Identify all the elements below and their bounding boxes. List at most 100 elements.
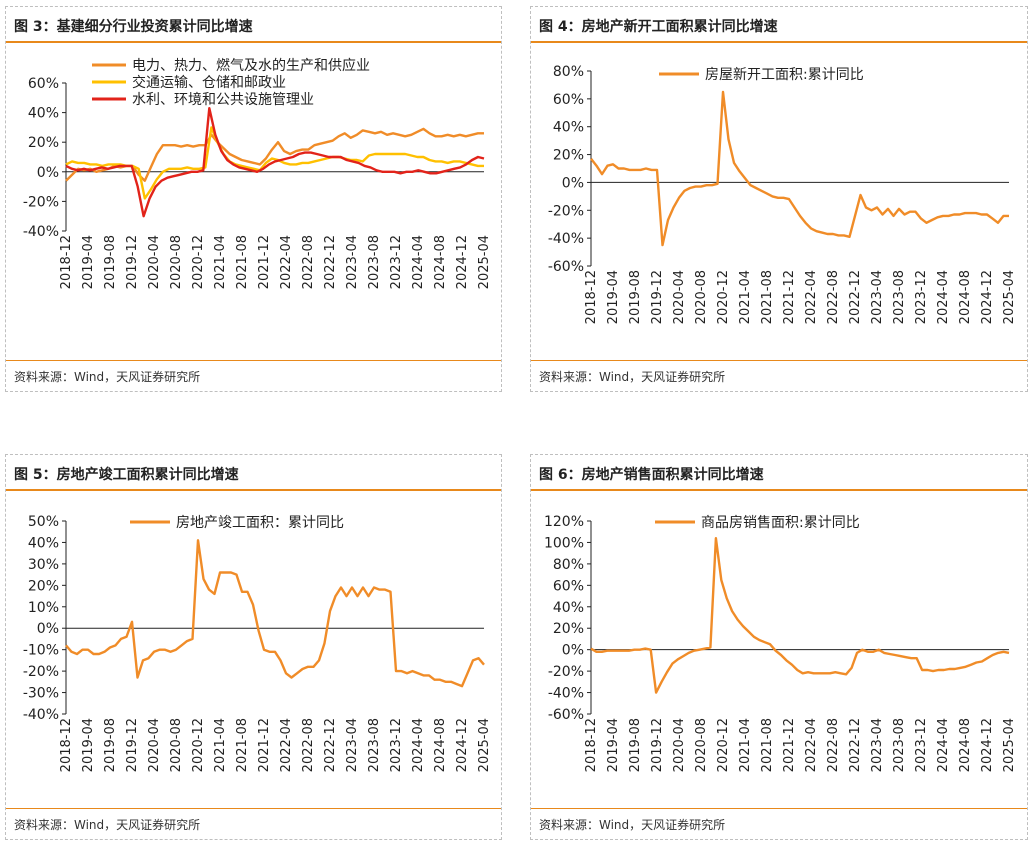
legend-label: 房地产竣工面积：累计同比 (176, 515, 344, 531)
x-tick-label: 2023-12 (389, 235, 404, 289)
y-tick-label: 30% (28, 557, 59, 573)
x-tick-label: 2023-08 (892, 270, 907, 324)
x-tick-label: 2024-08 (433, 235, 448, 289)
x-tick-label: 2019-12 (650, 270, 665, 324)
legend-label: 电力、热力、燃气及水的生产和供应业 (132, 57, 370, 74)
x-tick-label: 2019-08 (628, 270, 643, 324)
x-tick-label: 2022-04 (804, 718, 819, 772)
x-tick-label: 2021-12 (782, 270, 797, 324)
x-tick-label: 2022-04 (804, 270, 819, 324)
x-tick-label: 2019-04 (81, 718, 96, 772)
x-tick-label: 2024-08 (433, 718, 448, 772)
x-tick-label: 2018-12 (584, 718, 599, 772)
x-tick-label: 2025-04 (477, 718, 492, 772)
x-tick-label: 2025-04 (1002, 718, 1017, 772)
y-tick-label: 60% (553, 92, 584, 108)
x-tick-label: 2023-12 (914, 270, 929, 324)
x-tick-label: 2020-04 (672, 718, 687, 772)
x-tick-label: 2021-04 (738, 270, 753, 324)
x-tick-label: 2021-04 (738, 718, 753, 772)
panel-header: 图 4：房地产新开工面积累计同比增速 (531, 7, 1027, 43)
y-tick-label: 40% (553, 600, 584, 616)
legend-label: 房屋新开工面积:累计同比 (705, 67, 864, 83)
x-tick-label: 2024-12 (980, 718, 995, 772)
chart-title: 图 4：房地产新开工面积累计同比增速 (539, 19, 778, 35)
x-tick-label: 2023-04 (870, 270, 885, 324)
y-tick-label: 0% (37, 165, 59, 181)
x-tick-label: 2019-08 (103, 718, 118, 772)
y-tick-label: 20% (28, 135, 59, 151)
panel-footer: 资料来源：Wind，天风证券研究所 (6, 360, 501, 391)
x-tick-label: 2020-08 (694, 718, 709, 772)
x-tick-label: 2022-08 (301, 718, 316, 772)
x-tick-label: 2018-12 (584, 270, 599, 324)
panel-fig4: 图 4：房地产新开工面积累计同比增速 -60% -40% -20% 0% 20% 40% 6… (530, 6, 1028, 392)
chart-fig5: -40% -30% -20% -10% 0% 10% 20% 30% 40% 50% 2018-12… (23, 514, 492, 772)
panel-fig3: 图 3：基建细分行业投资累计同比增速 -40% -20% 0% 20% 40% 60% 20… (5, 6, 502, 392)
y-tick-label: 60% (28, 76, 59, 92)
x-tick-label: 2021-04 (213, 718, 228, 772)
x-tick-label: 2021-12 (782, 718, 797, 772)
x-tick-label: 2022-04 (279, 235, 294, 289)
source-label: 资料来源：Wind，天风证券研究所 (539, 818, 726, 832)
source-label: 资料来源：Wind，天风证券研究所 (14, 370, 201, 384)
x-tick-label: 2024-04 (936, 270, 951, 324)
chart-fig4: -60% -40% -20% 0% 20% 40% 60% 80% 2018-12 2019-04… (548, 64, 1017, 324)
y-tick-label: -40% (548, 686, 584, 702)
x-tick-label: 2022-12 (323, 718, 338, 772)
panel-footer: 资料来源：Wind，天风证券研究所 (531, 808, 1027, 839)
x-tick-label: 2022-08 (826, 718, 841, 772)
x-tick-label: 2024-04 (936, 718, 951, 772)
y-tick-label: -60% (548, 259, 584, 275)
x-tick-label: 2020-08 (694, 270, 709, 324)
x-tick-label: 2023-04 (345, 235, 360, 289)
x-tick-label: 2023-08 (367, 718, 382, 772)
y-tick-label: -40% (23, 224, 59, 240)
x-tick-label: 2021-08 (235, 235, 250, 289)
x-tick-label: 2022-08 (301, 235, 316, 289)
y-tick-label: -30% (23, 686, 59, 702)
series-line (590, 537, 1010, 694)
x-tick-label: 2023-08 (892, 718, 907, 772)
chart-title: 图 6：房地产销售面积累计同比增速 (539, 467, 764, 483)
y-tick-label: -60% (548, 707, 584, 723)
y-tick-label: -20% (548, 203, 584, 219)
series-line (65, 539, 485, 688)
x-tick-label: 2020-08 (169, 235, 184, 289)
x-tick-label: 2022-04 (279, 718, 294, 772)
x-tick-label: 2022-12 (848, 270, 863, 324)
x-tick-label: 2024-08 (958, 718, 973, 772)
x-tick-label: 2025-04 (1002, 270, 1017, 324)
x-tick-label: 2024-12 (455, 235, 470, 289)
x-tick-label: 2021-12 (257, 235, 272, 289)
chart-fig3: -40% -20% 0% 20% 40% 60% 2018-12 2019-04 2019-08… (23, 57, 492, 289)
y-tick-label: 0% (562, 643, 584, 659)
panel-footer: 资料来源：Wind，天风证券研究所 (6, 808, 501, 839)
x-tick-label: 2024-08 (958, 270, 973, 324)
x-tick-label: 2023-08 (367, 235, 382, 289)
x-tick-label: 2022-08 (826, 270, 841, 324)
x-tick-label: 2020-04 (147, 718, 162, 772)
x-tick-label: 2018-12 (59, 718, 74, 772)
legend-label: 交通运输、仓储和邮政业 (132, 74, 286, 91)
x-tick-label: 2024-04 (411, 235, 426, 289)
x-tick-label: 2023-04 (870, 718, 885, 772)
y-tick-label: 20% (28, 578, 59, 594)
x-tick-label: 2024-12 (455, 718, 470, 772)
panel-fig6: 图 6：房地产销售面积累计同比增速 -60% -40% -20% 0% 20% 40% 60… (530, 454, 1028, 840)
panel-header: 图 5：房地产竣工面积累计同比增速 (6, 455, 501, 491)
chart-title: 图 5：房地产竣工面积累计同比增速 (14, 467, 239, 483)
series-line (65, 106, 485, 218)
source-label: 资料来源：Wind，天风证券研究所 (14, 818, 201, 832)
x-tick-label: 2019-04 (81, 235, 96, 289)
x-tick-label: 2023-04 (345, 718, 360, 772)
y-tick-label: 100% (544, 535, 584, 551)
series-line (65, 126, 484, 200)
chart-fig6: -60% -40% -20% 0% 20% 40% 60% 80% 100% 120% 2018-1… (544, 514, 1017, 772)
source-label: 资料来源：Wind，天风证券研究所 (539, 370, 726, 384)
y-tick-label: 0% (37, 621, 59, 637)
y-tick-label: 80% (553, 557, 584, 573)
x-tick-label: 2020-12 (191, 235, 206, 289)
chart-title: 图 3：基建细分行业投资累计同比增速 (14, 19, 253, 35)
y-tick-label: 10% (28, 600, 59, 616)
